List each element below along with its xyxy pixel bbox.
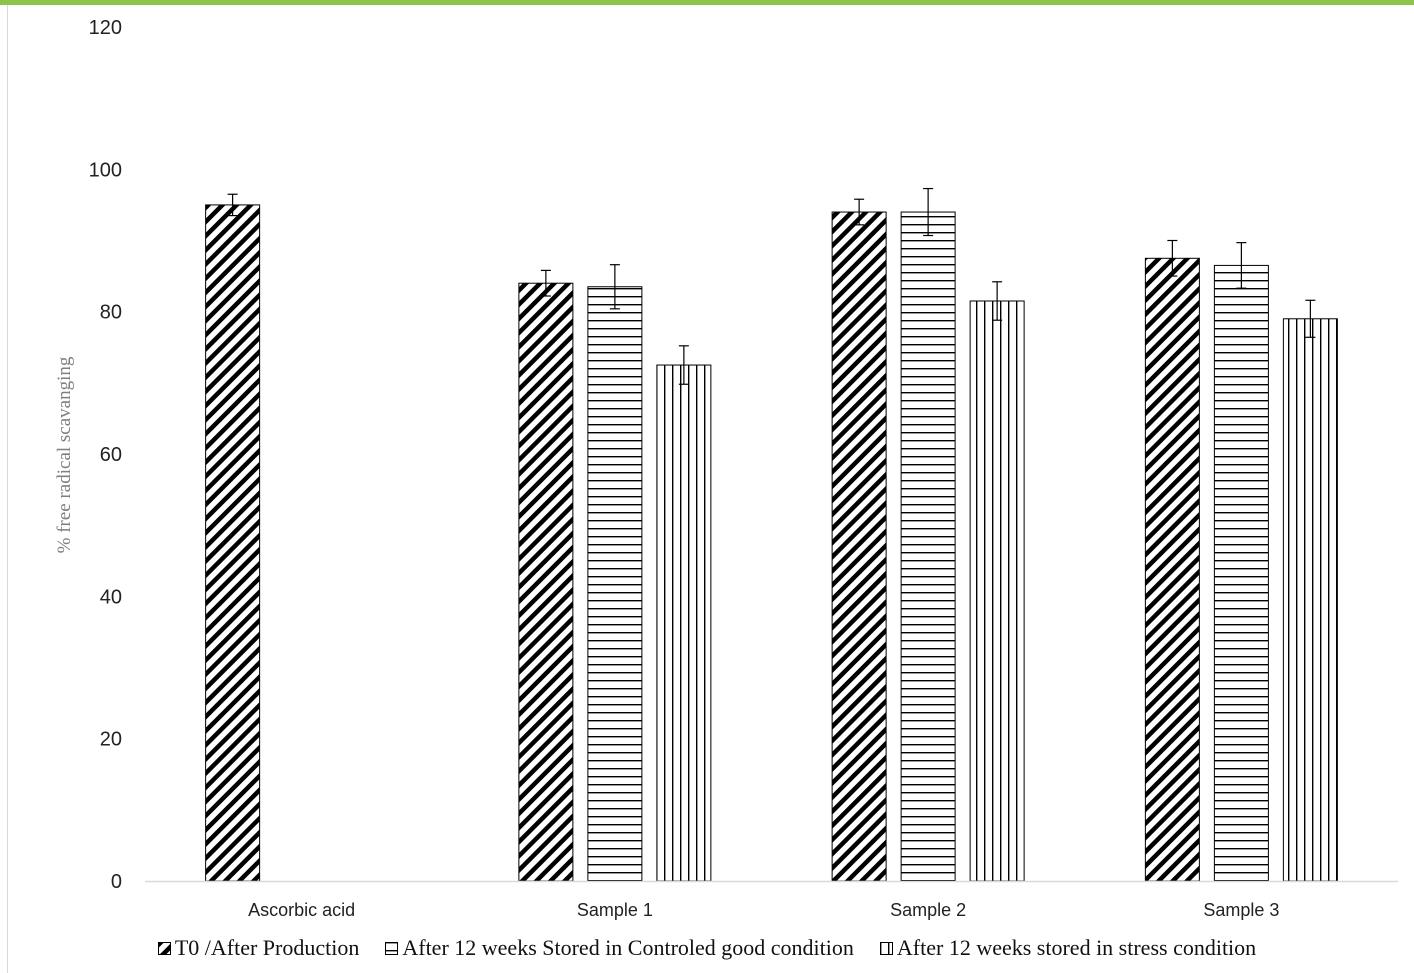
legend-label: T0 /After Production <box>174 935 360 960</box>
y-tick-label: 80 <box>100 302 122 324</box>
error-bar <box>992 281 1003 321</box>
legend-swatch <box>385 941 399 955</box>
x-category-label: Sample 3 <box>1203 900 1279 920</box>
legend-item: T0 /After Production <box>157 935 360 961</box>
x-category-label: Sample 2 <box>890 900 966 920</box>
bar <box>205 204 261 882</box>
legend-item: After 12 weeks stored in stress conditio… <box>879 935 1257 961</box>
error-bar <box>678 345 689 385</box>
legend-item: After 12 weeks Stored in Controled good … <box>385 935 854 961</box>
bar <box>1282 318 1338 882</box>
y-axis-title: % free radical scavanging <box>54 356 75 553</box>
bar <box>518 282 574 882</box>
error-bar <box>1236 242 1247 289</box>
error-bar <box>227 193 238 217</box>
legend: T0 /After Production After 12 weeks Store… <box>0 930 1414 966</box>
x-category-label: Ascorbic acid <box>248 900 355 920</box>
x-category-label: Sample 1 <box>577 900 653 920</box>
bar-marks <box>205 187 1338 882</box>
error-bar <box>923 187 934 237</box>
legend-label: After 12 weeks Stored in Controled good … <box>402 935 854 960</box>
bar <box>587 286 643 882</box>
left-border-rule <box>7 5 8 973</box>
y-tick-label: 100 <box>89 159 122 181</box>
error-bar <box>1167 239 1178 277</box>
legend-label: After 12 weeks stored in stress conditio… <box>896 935 1257 960</box>
error-bar <box>540 269 551 297</box>
y-tick-label: 60 <box>100 444 122 466</box>
bar <box>969 300 1025 882</box>
y-tick-label: 0 <box>111 871 122 893</box>
error-bar <box>1305 299 1316 338</box>
y-tick-label: 20 <box>100 729 122 751</box>
bar <box>1144 257 1200 882</box>
y-tick-label: 120 <box>89 17 122 39</box>
bar <box>831 211 887 882</box>
y-axis-ticks: 0 20 40 60 80 100 120 <box>89 17 122 893</box>
bar <box>656 364 712 882</box>
error-bar <box>854 198 865 226</box>
top-accent-rule <box>0 0 1414 5</box>
bar <box>1213 264 1269 882</box>
legend-swatch <box>879 941 893 955</box>
error-bar <box>609 264 620 310</box>
bar <box>900 211 956 882</box>
legend-swatch <box>157 941 171 955</box>
x-axis-categories: Ascorbic acid Sample 1 Sample 2 Sample 3 <box>248 900 1279 920</box>
y-tick-label: 40 <box>100 586 122 608</box>
bar-chart: 0 20 40 60 80 100 120 % free radical scavangin… <box>54 17 1398 920</box>
